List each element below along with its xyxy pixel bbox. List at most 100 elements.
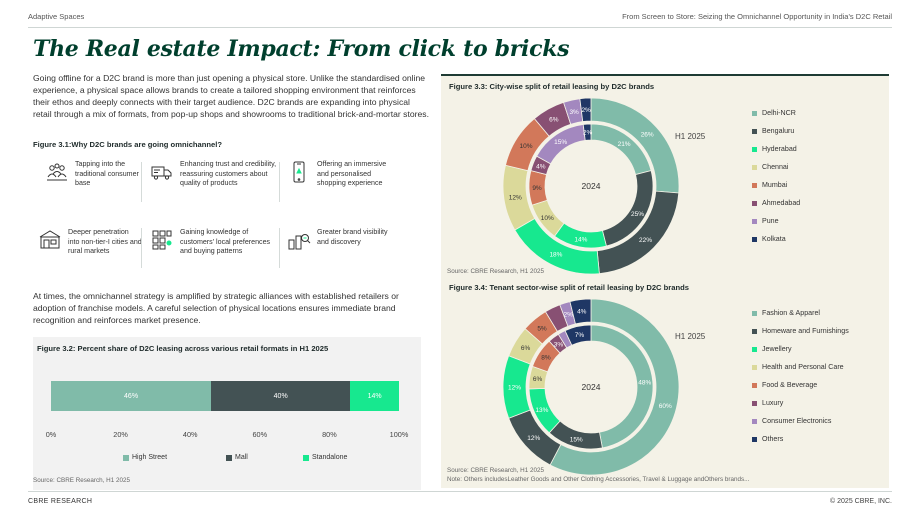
legend-item: Hyderabad <box>752 140 800 158</box>
x-tick-label: 60% <box>252 430 268 439</box>
legend-swatch <box>752 436 757 442</box>
header-section-label: Adaptive Spaces <box>28 12 85 21</box>
donut-data-label: 2% <box>581 107 591 114</box>
donut-slice-outer <box>569 298 592 325</box>
donut-data-label: 9% <box>532 185 542 192</box>
legend-swatch <box>752 164 757 170</box>
delivery-truck-icon <box>150 160 174 184</box>
smartphone-icon <box>287 160 311 184</box>
grid-knowledge-icon <box>150 228 174 252</box>
legend-swatch <box>226 454 232 461</box>
stacked-bar: 46% 40% 14% <box>51 381 399 411</box>
x-tick-label: 20% <box>113 430 128 439</box>
donut-data-label: 12% <box>509 194 522 201</box>
figure-3-4-note: Note: Others includesLeather Goods and O… <box>447 476 750 483</box>
figure-3-3-title: Figure 3.3: City-wise split of retail le… <box>449 82 655 91</box>
figure-3-2-panel: Figure 3.2: Percent share of D2C leasing… <box>33 337 421 490</box>
legend-label: Fashion & Apparel <box>762 309 820 317</box>
reason-knowledge: Gaining knowledge of customers' local pr… <box>150 228 278 257</box>
legend-item: Standalone <box>303 454 347 461</box>
donut-data-label: 3% <box>554 341 564 348</box>
legend-item: High Street <box>123 454 167 461</box>
bar-segment-standalone: 14% <box>350 381 399 411</box>
legend-swatch <box>752 128 757 134</box>
legend-item: Mumbai <box>752 176 800 194</box>
reason-text: Deeper penetration into non-tier-I citie… <box>68 228 142 255</box>
legend-item: Fashion & Apparel <box>752 304 849 322</box>
reason-text: Gaining knowledge of customers' local pr… <box>180 228 271 255</box>
legend-swatch <box>752 218 757 224</box>
legend-item: Jewellery <box>752 340 849 358</box>
legend-swatch <box>752 310 757 316</box>
figure-3-4-source: Source: CBRE Research, H1 2025 <box>447 467 544 474</box>
legend-item: Kolkata <box>752 230 800 248</box>
legend-item: Others <box>752 430 849 448</box>
consumers-icon <box>45 160 69 184</box>
donut-data-label: 6% <box>521 345 531 352</box>
donut-data-label: 4% <box>577 309 587 316</box>
right-figures-panel: Figure 3.3: City-wise split of retail le… <box>441 74 889 488</box>
donut-center-label: 2024 <box>582 382 601 392</box>
figure-3-1-title: Figure 3.1:Why D2C brands are going omni… <box>33 140 223 149</box>
donut-data-label: 15% <box>554 139 567 146</box>
legend-item: Bengaluru <box>752 122 800 140</box>
legend-label: Delhi-NCR <box>762 109 796 117</box>
footer-copyright: © 2025 CBRE, INC. <box>830 498 892 505</box>
donut-data-label: 6% <box>549 117 559 124</box>
donut-slice-outer <box>579 97 592 122</box>
x-tick-label: 100% <box>389 430 409 439</box>
reason-text: Offering an immersive and personalised s… <box>317 160 387 187</box>
legend-item: Delhi-NCR <box>752 104 800 122</box>
donut-data-label: 3% <box>569 109 579 116</box>
legend-item: Chennai <box>752 158 800 176</box>
legend-item: Ahmedabad <box>752 194 800 212</box>
donut-slice-inner <box>564 324 592 346</box>
donut-data-label: 48% <box>638 380 651 387</box>
legend-swatch <box>752 328 757 334</box>
legend-label: Health and Personal Care <box>762 363 844 371</box>
legend-label: Food & Beverage <box>762 381 818 389</box>
footer-brand: CBRE RESEARCH <box>28 498 93 505</box>
donut-data-label: 12% <box>527 435 540 442</box>
legend-item: Homeware and Furnishings <box>752 322 849 340</box>
donut-data-label: 10% <box>519 143 532 150</box>
donut-data-label: 26% <box>641 132 654 139</box>
omnichannel-paragraph: At times, the omnichannel strategy is am… <box>33 291 399 325</box>
reason-consumer-base: Tapping into the traditional consumer ba… <box>45 160 145 189</box>
figure-3-2-title: Figure 3.2: Percent share of D2C leasing… <box>37 344 329 353</box>
donut-data-label: 6% <box>533 376 543 383</box>
donut-slice-outer <box>549 298 680 476</box>
reason-visibility: Greater brand visibility and discovery <box>287 228 399 252</box>
page-title: The Real estate Impact: From click to br… <box>33 36 570 62</box>
sector-legend: Fashion & Apparel Homeware and Furnishing… <box>752 304 849 448</box>
donut-center-label: 2024 <box>582 181 601 191</box>
figure-3-4-title: Figure 3.4: Tenant sector-wise split of … <box>449 283 689 292</box>
reason-penetration: Deeper penetration into non-tier-I citie… <box>38 228 142 257</box>
ring-label-outer: H1 2025 <box>675 332 706 341</box>
legend-swatch <box>752 382 757 388</box>
legend-item: Pune <box>752 212 800 230</box>
donut-data-label: 21% <box>618 141 631 148</box>
donut-data-label: 14% <box>574 237 587 244</box>
legend-label: Jewellery <box>762 345 792 353</box>
legend-swatch <box>752 146 757 152</box>
donut-slice-inner <box>582 123 592 141</box>
donut-data-label: 22% <box>639 237 652 244</box>
reason-divider <box>141 228 142 268</box>
donut-data-label: 2% <box>564 311 574 318</box>
legend-swatch <box>752 182 757 188</box>
legend-item: Consumer Electronics <box>752 412 849 430</box>
donut-data-label: 18% <box>549 251 562 258</box>
legend-item: Food & Beverage <box>752 376 849 394</box>
ring-label-outer: H1 2025 <box>675 132 706 141</box>
city-legend: Delhi-NCR Bengaluru Hyderabad Chennai Mumbai… <box>752 104 800 248</box>
donut-data-label: 10% <box>541 215 554 222</box>
brand-visibility-icon <box>287 228 311 252</box>
legend-swatch <box>303 454 309 461</box>
bar-segment-high-street: 46% <box>51 381 212 411</box>
x-tick-label: 0% <box>45 430 57 439</box>
legend-item: Health and Personal Care <box>752 358 849 376</box>
donut-data-label: 13% <box>535 407 548 414</box>
legend-swatch <box>752 418 757 424</box>
reason-divider <box>141 162 142 202</box>
